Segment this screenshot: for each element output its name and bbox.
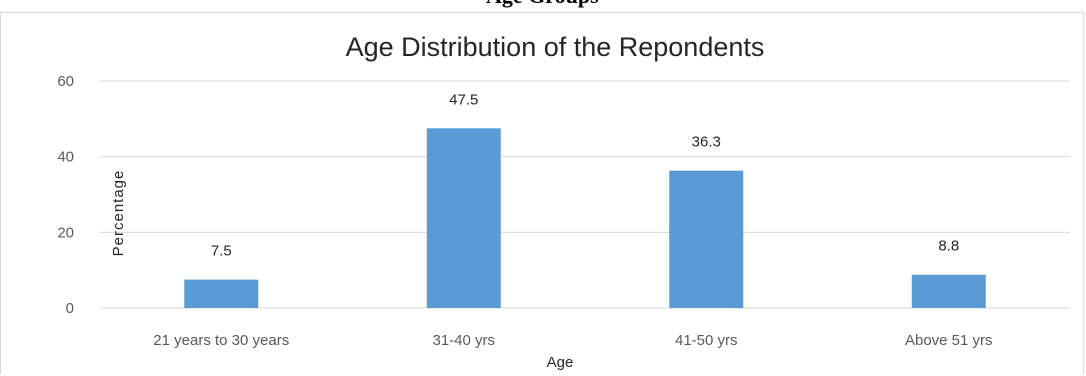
bar xyxy=(184,279,259,308)
x-axis-ticks: 21 years to 30 years 31-40 yrs 41-50 yrs Ab… xyxy=(153,332,992,349)
bars xyxy=(184,128,986,308)
x-axis-title: Age xyxy=(547,354,574,371)
y-tick-label: 60 xyxy=(57,73,74,90)
y-tick-label: 20 xyxy=(57,224,74,241)
x-tick-label: 41-50 yrs xyxy=(675,332,738,349)
bar xyxy=(911,274,986,308)
data-label: 47.5 xyxy=(449,91,478,108)
data-labels: 7.5 47.5 36.3 8.8 xyxy=(211,91,959,259)
data-label: 36.3 xyxy=(692,134,721,151)
chart-title: Age Distribution of the Repondents xyxy=(346,32,765,62)
data-label: 7.5 xyxy=(211,243,232,260)
bar xyxy=(669,170,744,308)
y-tick-label: 0 xyxy=(66,300,74,317)
cropped-heading: Age Groups xyxy=(0,0,1086,10)
data-label: 8.8 xyxy=(938,238,959,255)
cropped-heading-text: Age Groups xyxy=(486,0,599,9)
y-axis-ticks: 0 20 40 60 xyxy=(57,73,74,317)
y-tick-label: 40 xyxy=(57,149,74,166)
x-tick-label: Above 51 yrs xyxy=(905,332,993,349)
y-axis-title: Percentage xyxy=(110,170,127,257)
gridlines xyxy=(100,80,1070,309)
bar xyxy=(426,128,501,308)
x-tick-label: 21 years to 30 years xyxy=(153,332,289,349)
chart-area xyxy=(0,12,1084,374)
x-tick-label: 31-40 yrs xyxy=(432,332,495,349)
